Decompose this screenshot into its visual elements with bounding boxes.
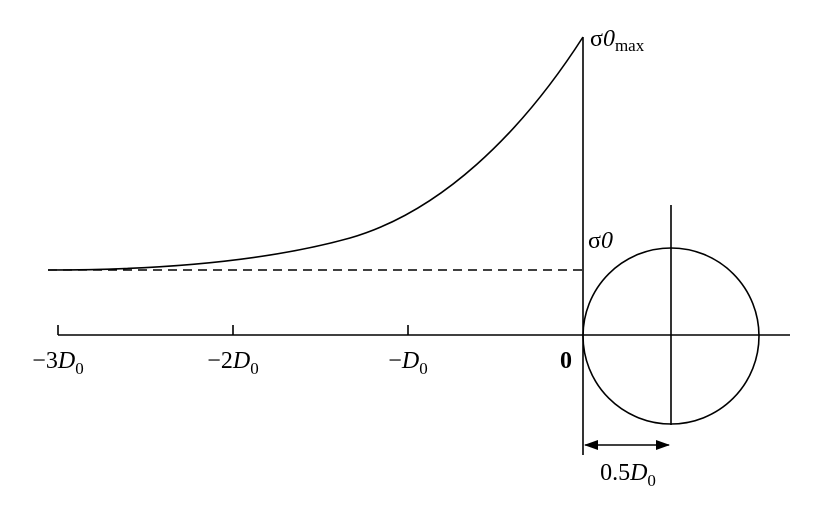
dimension-label: 0.5D0: [600, 460, 656, 490]
tick-label: 0: [560, 348, 572, 374]
sigma-max-label: σ0max: [590, 26, 645, 55]
tick-label: −D0: [388, 348, 427, 378]
tick-label: −2D0: [207, 348, 258, 378]
tick-label: −3D0: [32, 348, 83, 378]
sigma-label: σ0: [588, 228, 613, 254]
stress-curve: [47, 36, 584, 271]
